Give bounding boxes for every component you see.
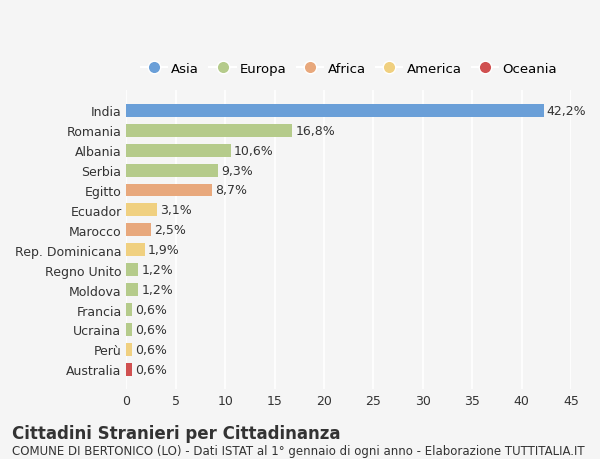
Text: 8,7%: 8,7%: [215, 184, 247, 197]
Text: 9,3%: 9,3%: [221, 164, 253, 177]
Bar: [127, 184, 212, 197]
Text: 2,5%: 2,5%: [154, 224, 186, 237]
Bar: [127, 323, 132, 336]
Text: 1,2%: 1,2%: [141, 263, 173, 277]
Bar: [127, 263, 138, 276]
Text: 0,6%: 0,6%: [135, 303, 167, 316]
Text: 10,6%: 10,6%: [234, 144, 274, 157]
Text: 3,1%: 3,1%: [160, 204, 192, 217]
Bar: [127, 343, 132, 356]
Text: 16,8%: 16,8%: [295, 124, 335, 137]
Text: 0,6%: 0,6%: [135, 323, 167, 336]
Text: 0,6%: 0,6%: [135, 343, 167, 356]
Text: 42,2%: 42,2%: [547, 105, 586, 118]
Bar: [127, 204, 157, 217]
Bar: [127, 145, 231, 157]
Text: Cittadini Stranieri per Cittadinanza: Cittadini Stranieri per Cittadinanza: [12, 425, 341, 442]
Legend: Asia, Europa, Africa, America, Oceania: Asia, Europa, Africa, America, Oceania: [137, 59, 561, 80]
Bar: [127, 284, 138, 297]
Bar: [127, 303, 132, 316]
Bar: [127, 224, 151, 237]
Bar: [127, 244, 145, 257]
Text: 1,2%: 1,2%: [141, 284, 173, 297]
Text: 0,6%: 0,6%: [135, 363, 167, 376]
Bar: [127, 105, 544, 118]
Text: COMUNE DI BERTONICO (LO) - Dati ISTAT al 1° gennaio di ogni anno - Elaborazione : COMUNE DI BERTONICO (LO) - Dati ISTAT al…: [12, 444, 584, 458]
Text: 1,9%: 1,9%: [148, 244, 180, 257]
Bar: [127, 124, 292, 137]
Bar: [127, 363, 132, 376]
Bar: [127, 164, 218, 177]
